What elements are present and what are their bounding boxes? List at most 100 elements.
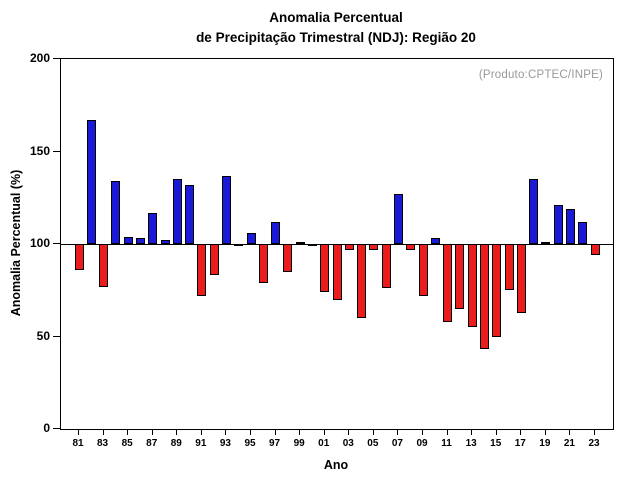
chart-subtitle: de Precipitação Trimestral (NDJ): Região… <box>196 30 476 45</box>
bar <box>455 244 465 309</box>
y-tick-mark <box>53 151 60 152</box>
x-tick-label: 11 <box>441 438 452 449</box>
bar <box>234 244 244 246</box>
bar <box>504 244 514 291</box>
bar <box>393 194 403 244</box>
bar <box>123 236 133 244</box>
bar <box>381 244 391 289</box>
x-tick-mark <box>520 429 521 435</box>
x-tick-label: 97 <box>269 438 281 449</box>
bar <box>357 244 367 318</box>
x-tick-label: 85 <box>121 438 133 449</box>
x-tick-mark <box>103 429 104 435</box>
x-tick-mark <box>299 429 300 435</box>
x-tick-mark <box>397 429 398 435</box>
bar <box>135 238 145 244</box>
x-tick-mark <box>471 429 472 435</box>
bar <box>406 244 416 250</box>
x-tick-mark <box>78 429 79 435</box>
x-tick-mark <box>373 429 374 435</box>
y-tick-label: 0 <box>43 421 50 435</box>
x-tick-label: 05 <box>367 438 379 449</box>
chart-title: Anomalia Percentual <box>269 10 403 25</box>
bar <box>578 221 588 244</box>
x-tick-label: 21 <box>563 438 575 449</box>
bar <box>516 244 526 313</box>
x-tick-mark <box>127 429 128 435</box>
x-tick-label: 17 <box>514 438 526 449</box>
x-tick-mark <box>275 429 276 435</box>
x-tick-label: 03 <box>342 438 354 449</box>
bar <box>529 179 539 244</box>
x-tick-mark <box>422 429 423 435</box>
bar <box>479 244 489 350</box>
x-tick-label: 89 <box>170 438 182 449</box>
y-tick-mark <box>53 428 60 429</box>
x-tick-label: 83 <box>97 438 109 449</box>
bar <box>246 232 256 244</box>
x-tick-label: 81 <box>72 438 84 449</box>
x-tick-mark <box>176 429 177 435</box>
bar <box>197 244 207 296</box>
source-annotation: (Produto:CPTEC/INPE) <box>478 69 603 81</box>
bar <box>492 244 502 337</box>
x-tick-mark <box>447 429 448 435</box>
bar <box>185 184 195 244</box>
chart-title-block: Anomalia Percentual de Precipitação Trim… <box>60 8 612 48</box>
x-tick-mark <box>348 429 349 435</box>
bar <box>283 244 293 272</box>
bar <box>430 238 440 244</box>
bar <box>258 244 268 283</box>
bar <box>160 240 170 244</box>
y-tick-label: 150 <box>29 143 50 158</box>
bar <box>443 244 453 322</box>
x-tick-label: 23 <box>588 438 600 449</box>
y-tick-label: 50 <box>36 328 50 343</box>
x-tick-label: 13 <box>465 438 477 449</box>
y-tick-mark <box>53 243 60 244</box>
y-tick-label: 200 <box>29 51 50 65</box>
bar <box>590 244 600 256</box>
bar <box>541 242 551 245</box>
y-tick-mark <box>53 58 60 59</box>
bar <box>148 212 158 244</box>
x-tick-label: 99 <box>293 438 305 449</box>
x-tick-label: 07 <box>391 438 403 449</box>
x-tick-label: 87 <box>146 438 158 449</box>
bar <box>172 179 182 244</box>
x-tick-mark <box>569 429 570 435</box>
bar <box>320 244 330 293</box>
bar <box>221 175 231 244</box>
bar <box>344 244 354 250</box>
plot-area: (Produto:CPTEC/INPE) <box>60 58 614 430</box>
x-tick-label: 19 <box>539 438 551 449</box>
x-tick-mark <box>496 429 497 435</box>
bar <box>99 244 109 287</box>
bar <box>271 221 281 244</box>
bar <box>467 244 477 328</box>
bar <box>307 244 317 246</box>
x-tick-label: 09 <box>416 438 428 449</box>
x-tick-label: 95 <box>244 438 256 449</box>
x-tick-label: 15 <box>490 438 502 449</box>
bar <box>74 244 84 270</box>
y-tick-mark <box>53 336 60 337</box>
x-tick-mark <box>225 429 226 435</box>
x-axis-label: Ano <box>323 458 349 472</box>
x-tick-mark <box>201 429 202 435</box>
x-tick-mark <box>152 429 153 435</box>
bar <box>565 208 575 244</box>
x-tick-label: 91 <box>195 438 207 449</box>
x-tick-mark <box>594 429 595 435</box>
bar <box>369 244 379 250</box>
bar <box>553 205 563 244</box>
x-tick-mark <box>324 429 325 435</box>
y-tick-label: 100 <box>29 236 50 250</box>
x-tick-mark <box>545 429 546 435</box>
bar <box>418 244 428 296</box>
bar <box>111 181 121 244</box>
x-tick-mark <box>250 429 251 435</box>
x-tick-label: 01 <box>318 438 330 449</box>
bar <box>295 242 305 245</box>
